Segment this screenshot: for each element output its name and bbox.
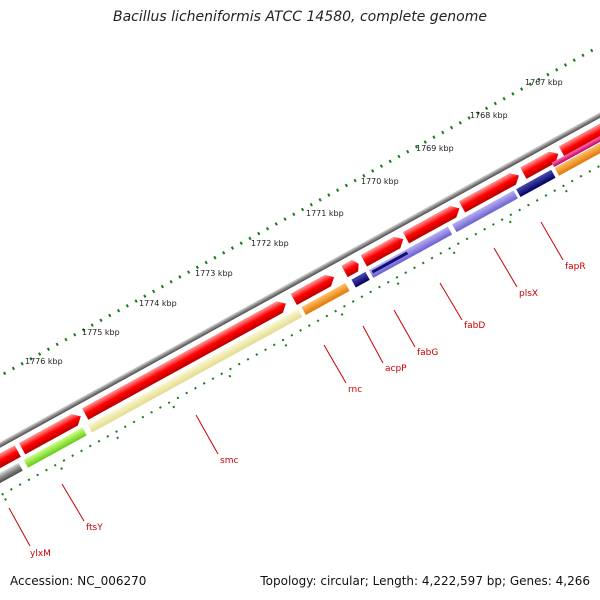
leader-fapR	[540, 221, 564, 261]
gene-fwd-8	[458, 173, 519, 213]
gene-fwd-1	[0, 445, 21, 469]
tick-label-1767: 1767 kbp	[525, 78, 563, 87]
gene-fapR	[516, 169, 556, 197]
gene-fabD	[414, 226, 453, 253]
gene-label-acpP: acpP	[385, 364, 407, 374]
tick-label-1776: 1776 kbp	[25, 357, 63, 366]
leader-fabG	[393, 309, 416, 348]
leader-fabD	[439, 282, 463, 321]
gene-plsX	[452, 190, 518, 233]
gene-label-ftsY: ftsY	[86, 523, 103, 533]
gene-fwd-4	[290, 274, 335, 306]
gene-label-plsX: plsX	[519, 289, 538, 299]
leader-ylxM	[8, 507, 31, 547]
tick-label-1774: 1774 kbp	[139, 299, 177, 308]
tick-label-1769: 1769 kbp	[416, 144, 454, 153]
leader-plsX	[493, 247, 518, 288]
leader-rnc	[323, 344, 347, 384]
tick-label-1773: 1773 kbp	[195, 269, 233, 278]
inner-ruler-dots	[1, 137, 600, 496]
gene-smc	[87, 309, 303, 433]
gene-label-smc: smc	[220, 456, 238, 466]
backbone	[0, 97, 600, 458]
gene-fwd-6	[360, 236, 404, 267]
tick-label-1771: 1771 kbp	[306, 209, 344, 218]
tick-label-1772: 1772 kbp	[251, 239, 289, 248]
gene-labels: fapR plsX fabD fabG acpP rnc smc ftsY yl…	[30, 262, 586, 559]
leader-smc	[195, 414, 219, 455]
leader-ftsY	[61, 483, 85, 522]
tick-label-1770: 1770 kbp	[361, 177, 399, 186]
gene-fwd-2	[18, 414, 81, 455]
leader-acpP	[362, 325, 384, 364]
gene-fwd-9	[520, 151, 559, 179]
gene-fwd-7	[402, 205, 460, 244]
gene-magenta	[551, 124, 600, 167]
gene-fwd-10	[558, 105, 600, 158]
reverse-strand	[0, 129, 600, 486]
gene-label-ylxM: ylxM	[30, 549, 51, 559]
gene-rev-gray	[0, 462, 23, 486]
outer-ruler	[0, 44, 600, 404]
gene-ftsY	[23, 427, 87, 468]
ruler-labels: 1767 kbp 1768 kbp 1769 kbp 1770 kbp 1771…	[25, 78, 563, 366]
tick-label-1775: 1775 kbp	[82, 328, 120, 337]
map-title: Bacillus licheniformis ATCC 14580, compl…	[113, 9, 487, 25]
gene-label-fabG: fabG	[417, 348, 438, 358]
gene-label-rnc: rnc	[348, 385, 362, 395]
gene-fwd-5	[341, 259, 359, 278]
gene-acpP	[351, 271, 370, 288]
gene-label-fapR: fapR	[565, 262, 586, 272]
gene-rnc	[301, 283, 350, 315]
gene-label-fabD: fabD	[464, 321, 485, 331]
topology-text: Topology: circular; Length: 4,222,597 bp…	[260, 574, 590, 588]
gene-fwd-3	[82, 301, 286, 420]
gene-fabG-inner	[371, 251, 409, 274]
gene-leaders	[8, 221, 564, 547]
accession-text: Accession: NC_006270	[10, 574, 147, 588]
gene-rev-orange	[554, 129, 600, 176]
forward-strand	[0, 105, 600, 469]
tick-label-1768: 1768 kbp	[470, 111, 508, 120]
